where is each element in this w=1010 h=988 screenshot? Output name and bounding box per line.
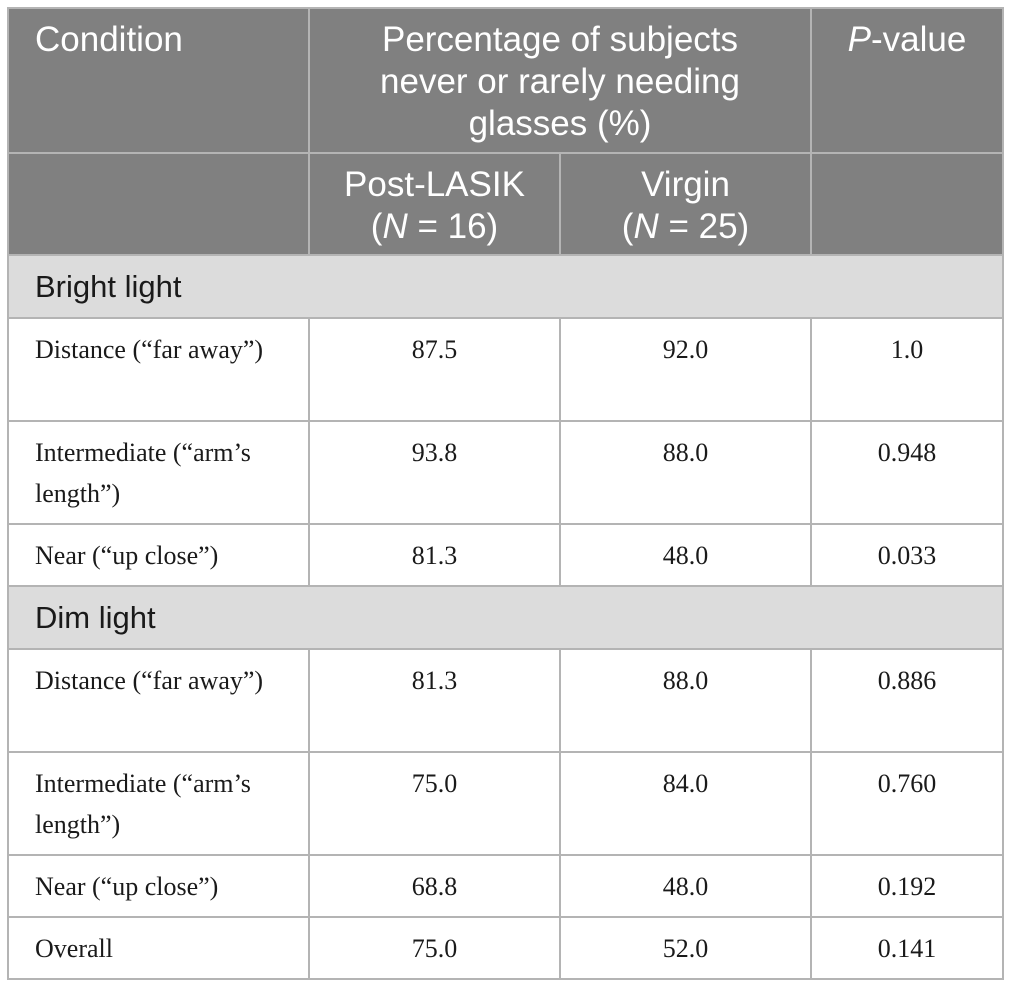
post-lasik-cell: 81.3 [308,523,561,587]
header-empty-cell [810,152,1005,256]
pvalue-cell: 0.886 [810,648,1005,753]
pvalue-cell: 0.033 [810,523,1005,587]
virgin-cell: 88.0 [558,420,813,525]
table-row: Near (“up close”) 68.8 48.0 0.192 [7,854,1005,918]
pvalue-cell: 1.0 [810,317,1005,422]
table-row: Intermediate (“arm’s length”) 93.8 88.0 … [7,420,1005,525]
post-lasik-cell: 75.0 [308,751,561,856]
header-empty-cell [7,152,310,256]
condition-cell: Overall [7,916,310,980]
post-lasik-cell: 93.8 [308,420,561,525]
table-row: Distance (“far away”) 81.3 88.0 0.886 [7,648,1005,753]
table-row: Overall 75.0 52.0 0.141 [7,916,1005,980]
pvalue-cell: 0.948 [810,420,1005,525]
header-condition: Condition [7,7,310,154]
header-pvalue: P-value [810,7,1005,154]
virgin-cell: 48.0 [558,523,813,587]
header-row-2: Post-LASIK (N = 16) Virgin (N = 25) [7,152,1005,256]
pvalue-cell: 0.192 [810,854,1005,918]
virgin-cell: 52.0 [558,916,813,980]
header-row-1: Condition Percentage of subjects never o… [7,7,1005,154]
post-lasik-cell: 68.8 [308,854,561,918]
header-post-lasik: Post-LASIK (N = 16) [308,152,561,256]
virgin-cell: 92.0 [558,317,813,422]
condition-cell: Distance (“far away”) [7,317,310,422]
table-row: Near (“up close”) 81.3 48.0 0.033 [7,523,1005,587]
virgin-cell: 88.0 [558,648,813,753]
virgin-cell: 84.0 [558,751,813,856]
table-row: Distance (“far away”) 87.5 92.0 1.0 [7,317,1005,422]
section-title: Bright light [6,254,1005,319]
condition-cell: Intermediate (“arm’s length”) [7,420,310,525]
header-virgin: Virgin (N = 25) [558,152,813,256]
post-lasik-cell: 75.0 [308,916,561,980]
post-lasik-cell: 81.3 [308,648,561,753]
virgin-cell: 48.0 [558,854,813,918]
section-row-bright-light: Bright light [6,254,1005,319]
section-title: Dim light [6,585,1005,650]
condition-cell: Near (“up close”) [7,854,310,918]
results-table: Condition Percentage of subjects never o… [6,7,1005,980]
section-row-dim-light: Dim light [6,585,1005,650]
pvalue-cell: 0.760 [810,751,1005,856]
header-percentage: Percentage of subjects never or rarely n… [307,7,813,154]
table-row: Intermediate (“arm’s length”) 75.0 84.0 … [7,751,1005,856]
condition-cell: Intermediate (“arm’s length”) [7,751,310,856]
pvalue-cell: 0.141 [810,916,1005,980]
condition-cell: Distance (“far away”) [7,648,310,753]
post-lasik-cell: 87.5 [308,317,561,422]
condition-cell: Near (“up close”) [7,523,310,587]
